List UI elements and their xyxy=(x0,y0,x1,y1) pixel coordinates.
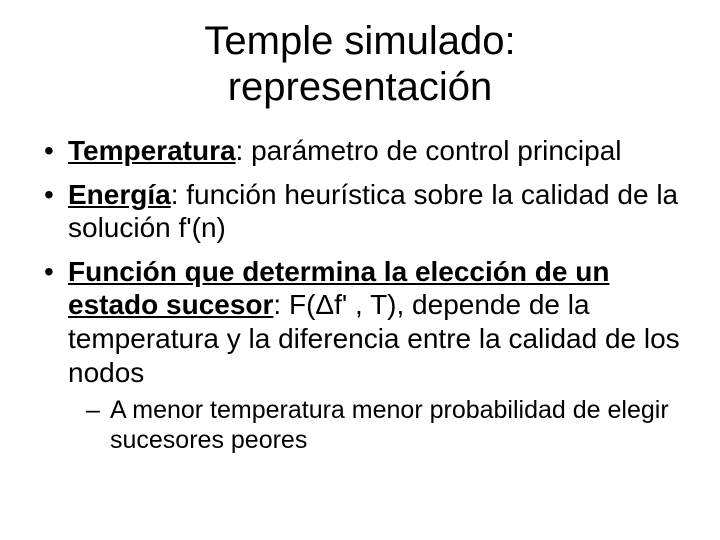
slide: Temple simulado: representación Temperat… xyxy=(0,0,720,540)
bullet-list: Temperatura: parámetro de control princi… xyxy=(40,134,680,455)
title-line-2: representación xyxy=(228,65,493,109)
title-line-1: Temple simulado: xyxy=(204,19,515,63)
sub-bullet-1: A menor temperatura menor probabilidad d… xyxy=(82,395,680,455)
bullet-item-2: Energía: función heurística sobre la cal… xyxy=(40,178,680,245)
bullet-item-1: Temperatura: parámetro de control princi… xyxy=(40,134,680,168)
rest-temperatura: : parámetro de control principal xyxy=(236,135,622,166)
term-energia: Energía xyxy=(68,179,171,210)
bullet-item-3: Función que determina la elección de un … xyxy=(40,255,680,455)
term-temperatura: Temperatura xyxy=(68,135,236,166)
slide-title: Temple simulado: representación xyxy=(40,18,680,110)
sub-bullet-list: A menor temperatura menor probabilidad d… xyxy=(68,395,680,455)
